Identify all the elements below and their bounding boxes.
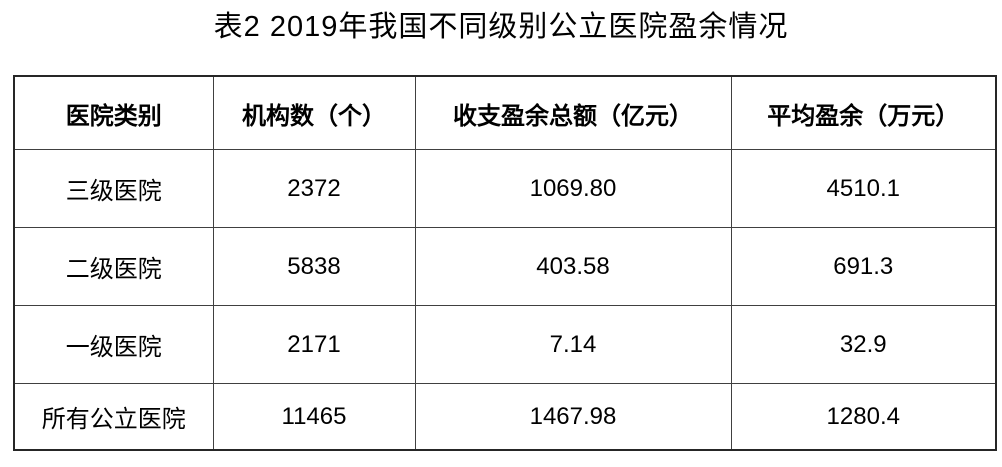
cell-average-surplus: 1280.4 bbox=[730, 383, 997, 451]
table-row-secondary-hospital: 二级医院 5838 403.58 691.3 bbox=[13, 227, 997, 306]
cell-average-surplus: 4510.1 bbox=[730, 149, 997, 228]
cell-average-surplus: 691.3 bbox=[730, 227, 997, 306]
col-header-institution-count: 机构数（个） bbox=[212, 75, 416, 150]
table-row-primary-hospital: 一级医院 2171 7.14 32.9 bbox=[13, 305, 997, 384]
cell-institution-count: 5838 bbox=[212, 227, 416, 306]
cell-total-surplus: 1467.98 bbox=[414, 383, 732, 451]
cell-institution-count: 2171 bbox=[212, 305, 416, 384]
cell-category: 三级医院 bbox=[13, 149, 214, 228]
cell-average-surplus: 32.9 bbox=[730, 305, 997, 384]
table-row-tertiary-hospital: 三级医院 2372 1069.80 4510.1 bbox=[13, 149, 997, 228]
cell-category: 二级医院 bbox=[13, 227, 214, 306]
header-row: 医院类别 机构数（个） 收支盈余总额（亿元） 平均盈余（万元） bbox=[13, 75, 997, 150]
cell-category: 所有公立医院 bbox=[13, 383, 214, 451]
cell-total-surplus: 1069.80 bbox=[414, 149, 732, 228]
cell-total-surplus: 403.58 bbox=[414, 227, 732, 306]
cell-category: 一级医院 bbox=[13, 305, 214, 384]
col-header-average-surplus: 平均盈余（万元） bbox=[730, 75, 997, 150]
cell-institution-count: 11465 bbox=[212, 383, 416, 451]
table-caption: 表2 2019年我国不同级别公立医院盈余情况 bbox=[213, 11, 789, 43]
cell-institution-count: 2372 bbox=[212, 149, 416, 228]
table-row-all-public-hospitals: 所有公立医院 11465 1467.98 1280.4 bbox=[13, 383, 997, 451]
hospital-surplus-table: 医院类别 机构数（个） 收支盈余总额（亿元） 平均盈余（万元） 三级医院 237… bbox=[13, 75, 997, 451]
col-header-total-surplus: 收支盈余总额（亿元） bbox=[414, 75, 732, 150]
col-header-hospital-category: 医院类别 bbox=[13, 75, 214, 150]
cell-total-surplus: 7.14 bbox=[414, 305, 732, 384]
